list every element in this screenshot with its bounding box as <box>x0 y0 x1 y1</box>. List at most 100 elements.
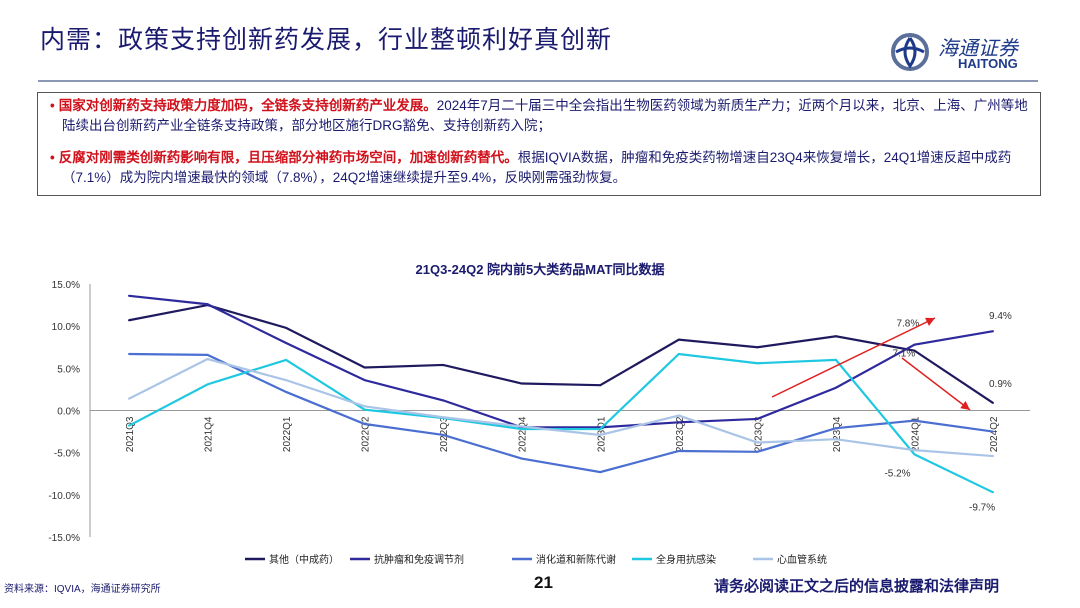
data-point <box>756 362 759 365</box>
data-point <box>677 414 680 417</box>
x-tick-label: 2023Q4 <box>832 416 843 452</box>
x-tick-label: 2022Q1 <box>282 416 293 452</box>
data-point <box>913 449 916 452</box>
data-point <box>442 433 445 436</box>
legend-label: 其他（中成药） <box>269 553 339 566</box>
data-point <box>599 433 602 436</box>
page-number: 21 <box>534 573 553 592</box>
data-point <box>128 424 130 427</box>
data-point <box>992 330 994 333</box>
data-point <box>756 417 759 420</box>
data-point <box>992 491 994 494</box>
data-point <box>363 379 366 382</box>
page-title: 内需：政策支持创新药发展，行业整顿利好真创新 <box>40 25 613 54</box>
x-tick-label: 2021Q3 <box>125 416 136 452</box>
data-point <box>285 390 288 393</box>
y-tick-label: -10.0% <box>48 491 80 502</box>
x-tick-label: 2022Q4 <box>518 416 529 452</box>
series-line-1 <box>128 294 994 429</box>
y-tick-label: 0.0% <box>57 407 80 418</box>
legend-label: 心血管系统 <box>777 553 827 566</box>
data-label: 7.8% <box>896 319 919 330</box>
y-tick-label: 15.0% <box>52 280 80 291</box>
up-trend-arrow <box>771 317 936 398</box>
x-tick-label: 2023Q2 <box>675 416 686 452</box>
data-point <box>913 453 916 456</box>
data-point <box>599 384 602 387</box>
legend-label: 消化道和新陈代谢 <box>536 553 616 566</box>
data-point <box>520 425 523 428</box>
data-point <box>677 449 680 452</box>
data-label: 9.4% <box>989 311 1012 322</box>
legend-label: 抗肿瘤和免疫调节剂 <box>374 553 464 566</box>
bullet-2-highlight: 反腐对刚需类创新药影响有限，且压缩部分神药市场空间，加速创新药替代。 <box>58 150 518 165</box>
data-point <box>206 383 209 386</box>
data-point <box>834 438 837 441</box>
data-point <box>128 397 130 400</box>
series-line-2 <box>128 352 994 474</box>
haitong-logo: 海通证券 HAITONG <box>890 32 1050 72</box>
y-tick-label: -15.0% <box>48 533 80 544</box>
data-point <box>834 386 837 389</box>
data-label: -9.7% <box>969 502 995 513</box>
data-point <box>285 342 288 345</box>
bullet-1-text: 2024年7月二十届三中全会指出生物医药领域为新质生产力；近两个月以来，北京、上… <box>62 98 1028 133</box>
bullet-1-highlight: 国家对创新药支持政策力度加码，全链条支持创新药产业发展。 <box>58 98 437 113</box>
data-point <box>363 422 366 425</box>
data-point <box>599 471 602 474</box>
x-tick-label: 2023Q3 <box>753 416 764 452</box>
data-point <box>363 408 366 411</box>
data-point <box>599 428 602 431</box>
logo-text-en: HAITONG <box>958 56 1018 71</box>
data-point <box>834 358 837 361</box>
data-point <box>128 294 130 297</box>
x-tick-label: 2022Q2 <box>361 416 372 452</box>
data-point <box>206 303 209 306</box>
data-label: 7.1% <box>892 349 915 360</box>
data-point <box>363 405 366 408</box>
x-tick-label: 2021Q4 <box>204 416 215 452</box>
data-point <box>677 352 680 355</box>
data-point <box>756 450 759 453</box>
series-line-4 <box>128 357 994 458</box>
data-point <box>992 401 994 404</box>
data-point <box>756 441 759 444</box>
data-point <box>285 358 288 361</box>
data-point <box>363 366 366 369</box>
y-tick-label: 10.0% <box>52 322 80 333</box>
data-point <box>913 349 916 352</box>
source-note: 资料来源：IQVIA，海通证券研究所 <box>4 584 161 595</box>
data-point <box>520 382 523 385</box>
data-point <box>677 421 680 424</box>
data-point <box>285 326 288 329</box>
data-label: 0.9% <box>989 379 1012 390</box>
data-point <box>206 353 209 356</box>
data-point <box>992 430 994 433</box>
y-tick-label: 5.0% <box>57 364 80 375</box>
data-point <box>520 428 523 431</box>
logo-text-cn: 海通证券 <box>938 36 1018 60</box>
series-line-0 <box>128 303 994 404</box>
data-point <box>285 379 288 382</box>
down-trend-arrow <box>901 357 971 411</box>
data-point <box>442 399 445 402</box>
logo-emblem-icon <box>891 33 929 71</box>
disclaimer: 请务必阅读正文之后的信息披露和法律声明 <box>714 577 1000 595</box>
legend-label: 全身用抗感染 <box>656 553 716 566</box>
data-point <box>206 358 209 361</box>
x-tick-label: 2024Q2 <box>989 416 1000 452</box>
data-point <box>442 416 445 419</box>
data-point <box>913 419 916 422</box>
data-point <box>913 343 916 346</box>
data-point <box>756 346 759 349</box>
data-point <box>834 427 837 430</box>
bullet-2: • 反腐对刚需类创新药影响有限，且压缩部分神药市场空间，加速创新药替代。根据IQV… <box>50 150 1012 185</box>
summary-box: • 国家对创新药支持政策力度加码，全链条支持创新药产业发展。2024年7月二十届三… <box>37 92 1041 196</box>
bullet-1: • 国家对创新药支持政策力度加码，全链条支持创新药产业发展。2024年7月二十届三… <box>50 98 1028 133</box>
y-tick-label: -5.0% <box>54 449 80 460</box>
data-point <box>992 455 994 458</box>
data-point <box>128 319 130 322</box>
header-divider <box>38 80 1038 82</box>
